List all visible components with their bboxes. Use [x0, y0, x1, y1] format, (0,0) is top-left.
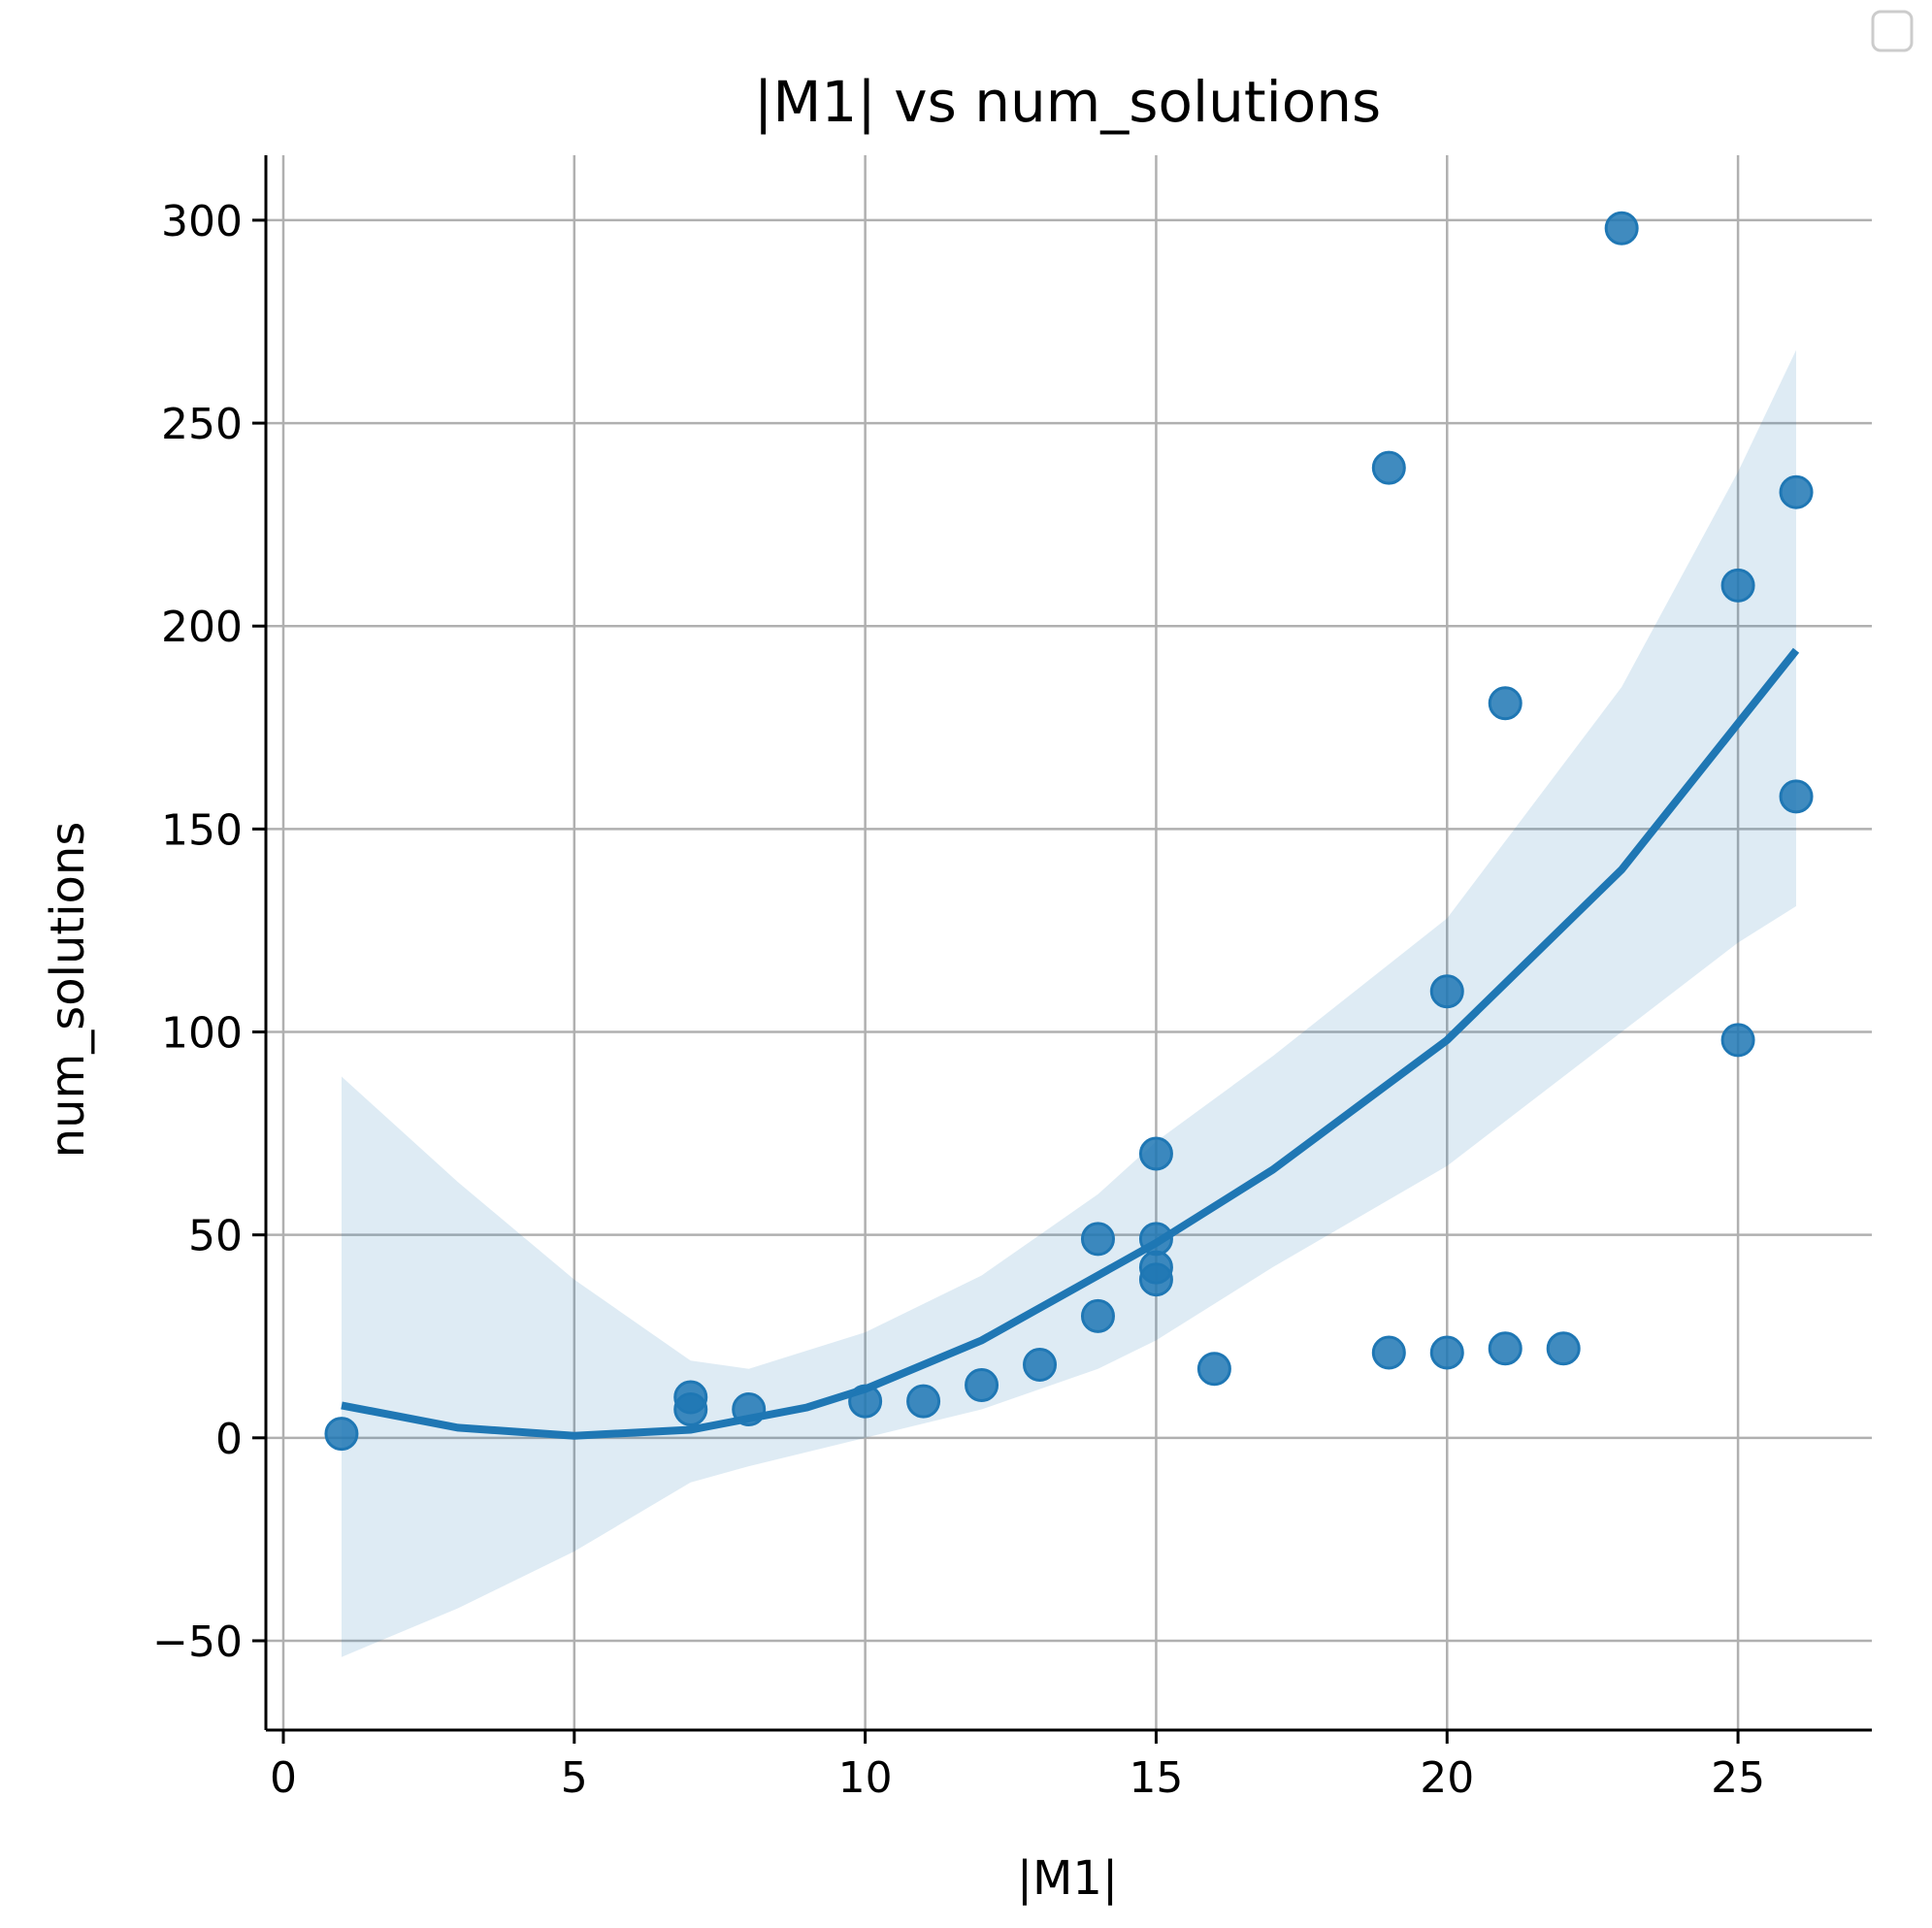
scatter-point-7: [1023, 1348, 1058, 1383]
scatter-point-26: [1779, 474, 1814, 509]
scatter-point-16: [1371, 450, 1406, 485]
scatter-point-15: [1371, 1335, 1406, 1370]
regression-line: [341, 647, 1800, 1440]
x-tick-label-3: 15: [1129, 1753, 1183, 1803]
scatter-point-0: [324, 1417, 359, 1452]
confidence-band: [342, 349, 1796, 1657]
scatter-point-2: [673, 1380, 708, 1415]
axes: [264, 155, 1872, 1732]
scatter-point-6: [965, 1367, 999, 1402]
y-tick-label-7: 300: [161, 197, 243, 246]
scatter-point-9: [1080, 1222, 1115, 1257]
scatter-point-19: [1488, 1331, 1523, 1366]
y-tick-label-5: 200: [161, 603, 243, 652]
scatter-point-23: [1720, 1023, 1755, 1058]
scatter-point-24: [1720, 568, 1755, 603]
scatter-point-20: [1488, 686, 1523, 721]
scatter-point-17: [1429, 1335, 1464, 1370]
x-tick-label-4: 20: [1420, 1753, 1474, 1803]
y-axis-title: num_solutions: [41, 822, 95, 1159]
scatter-point-12: [1138, 1222, 1173, 1257]
y-tick-label-6: 250: [161, 400, 243, 449]
scatter-point-13: [1138, 1136, 1173, 1171]
x-axis-title: |M1|: [1017, 1851, 1118, 1906]
x-tick-label-1: 5: [561, 1753, 588, 1803]
chart-title: |M1| vs num_solutions: [754, 69, 1381, 135]
x-ticks: 0 5 10 15 20 25: [270, 1730, 1765, 1803]
y-tick-label-4: 150: [161, 805, 243, 855]
scatter-point-18: [1429, 974, 1464, 1009]
scatter-point-22: [1604, 211, 1639, 245]
scatter-point-8: [1080, 1298, 1115, 1333]
scatter-point-4: [848, 1384, 883, 1419]
y-tick-label-0: −50: [152, 1618, 243, 1667]
legend-box: [1871, 10, 1914, 52]
scatter-point-21: [1546, 1331, 1581, 1366]
scatter-points: [324, 211, 1814, 1452]
scatter-point-3: [732, 1392, 767, 1427]
scatter-point-25: [1779, 779, 1814, 814]
grid: [266, 155, 1872, 1730]
scatter-point-11: [1138, 1250, 1173, 1285]
scatter-point-5: [906, 1384, 941, 1419]
y-ticks: −50 0 50 100 150 200 250 300: [152, 197, 266, 1667]
x-tick-label-0: 0: [270, 1753, 297, 1803]
y-tick-label-2: 50: [188, 1212, 243, 1261]
x-tick-label-5: 25: [1711, 1753, 1765, 1803]
y-tick-label-1: 0: [215, 1415, 243, 1464]
y-tick-label-3: 100: [161, 1009, 243, 1059]
scatter-point-14: [1196, 1352, 1231, 1387]
x-tick-label-2: 10: [838, 1753, 893, 1803]
